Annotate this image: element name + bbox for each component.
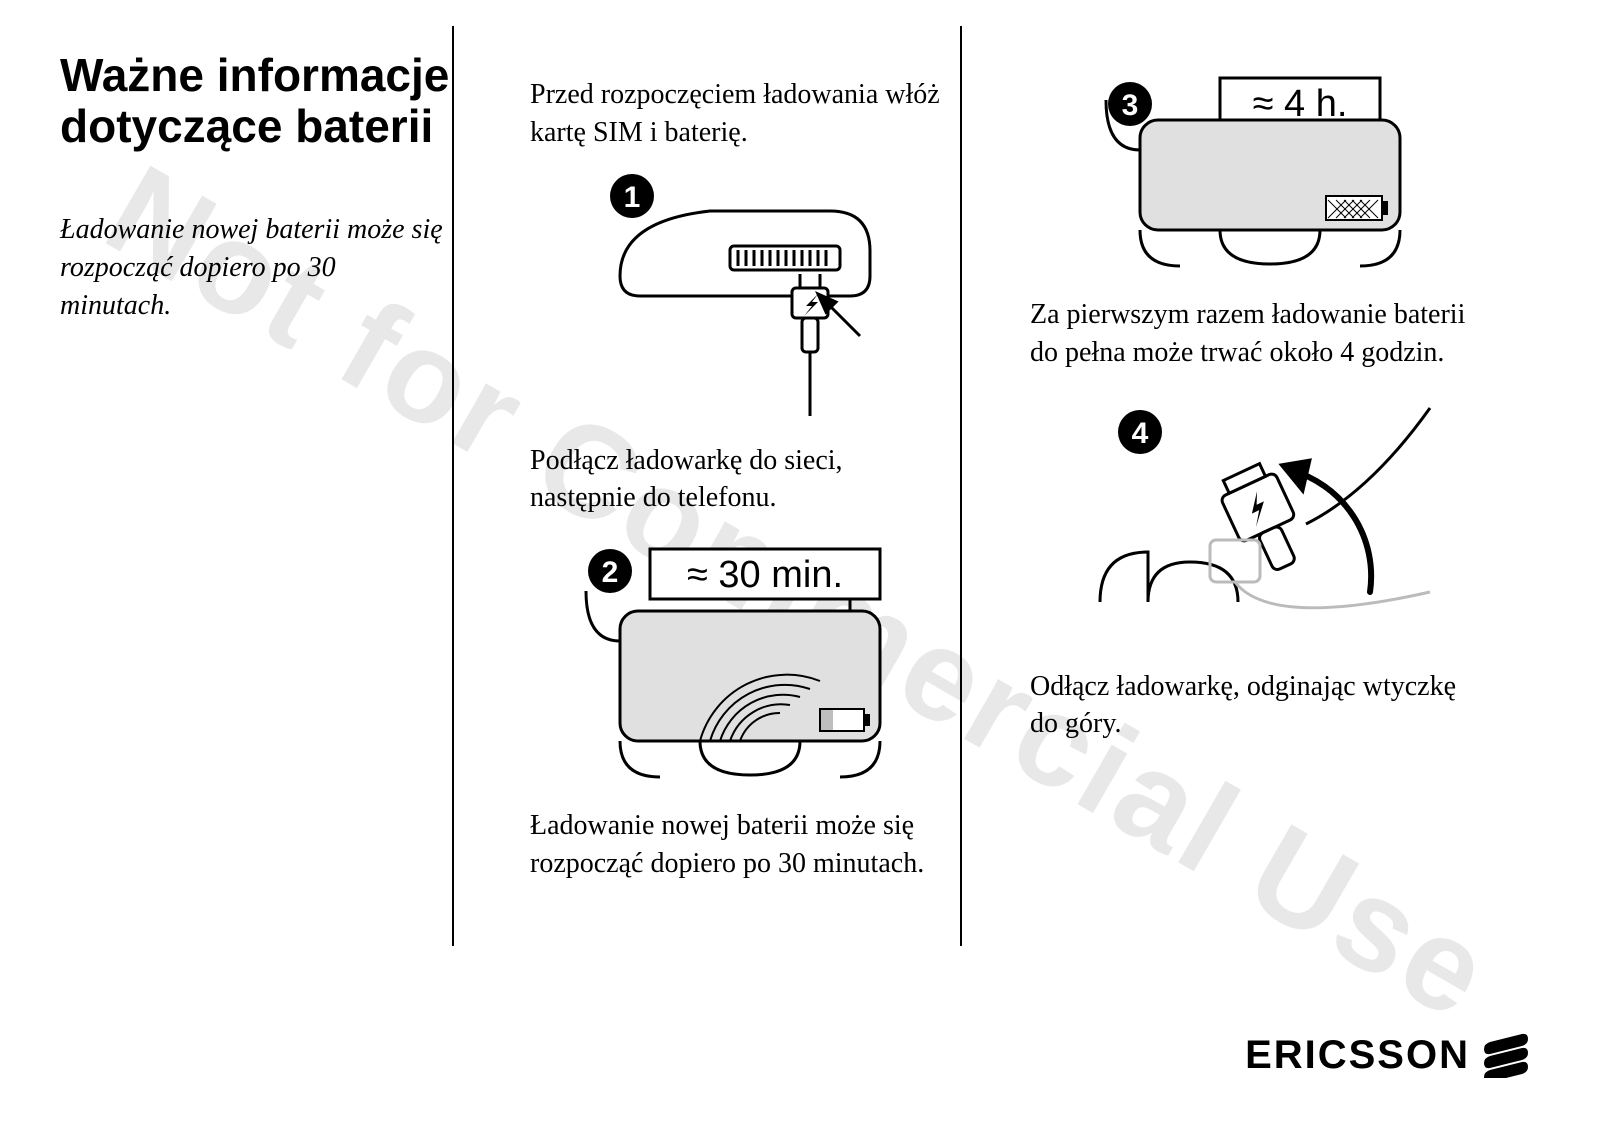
figure-1: 1 [530,166,950,416]
figure-3: 3 ≈ 4 h. [1030,60,1490,270]
figure-4: 4 [1030,392,1490,642]
step-3-caption: Za pierwszym razem ładowanie baterii do … [1030,296,1490,372]
step-2-caption: Ładowanie nowej baterii może się rozpocz… [530,807,950,883]
column-1: Ważne informacje dotyczące baterii Ładow… [60,50,490,1010]
figure-3-svg: 3 ≈ 4 h. [1070,60,1450,270]
step-1-badge: 1 [624,181,641,214]
brand-logo-icon [1484,1032,1530,1078]
column-3: 3 ≈ 4 h. [990,50,1490,1010]
figure-1-svg: 1 [560,166,920,416]
step-1-text: Przed rozpoczęciem ładowania włóż kartę … [530,76,950,152]
brand-name: ERICSSON [1245,1033,1470,1078]
page-title: Ważne informacje dotyczące baterii [60,50,450,151]
step-2-text: Podłącz ładowarkę do sieci, następnie do… [530,442,950,518]
step-3-badge: 3 [1122,89,1139,122]
figure-2-svg: 2 ≈ 30 min. [550,531,930,781]
step-2-callout: ≈ 30 min. [687,554,843,596]
figure-2: 2 ≈ 30 min. [530,531,950,781]
figure-4-svg: 4 [1070,392,1450,642]
brand: ERICSSON [1245,1032,1530,1078]
page: Not for Commercial Use Ważne informacje … [0,0,1600,1138]
columns: Ważne informacje dotyczące baterii Ładow… [60,50,1540,1010]
step-4-badge: 4 [1132,417,1149,450]
column-2: Przed rozpoczęciem ładowania włóż kartę … [490,50,990,1010]
step-4-caption: Odłącz ładowarkę, odginając wtyczkę do g… [1030,668,1490,744]
page-subtitle: Ładowanie nowej baterii może się rozpocz… [60,211,450,324]
step-2-badge: 2 [602,556,619,589]
